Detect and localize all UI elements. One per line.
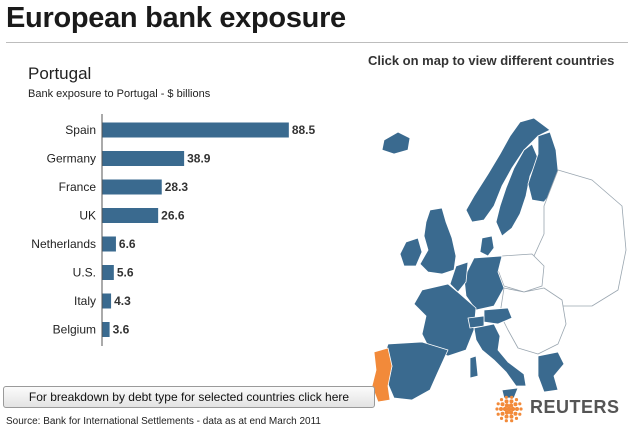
map-instructions: Click on map to view different countries	[368, 53, 615, 68]
bar	[102, 151, 185, 166]
logo-dot	[496, 412, 500, 416]
logo-dot	[504, 410, 510, 415]
map-country-norway[interactable]	[465, 117, 551, 223]
logo-dot	[510, 419, 514, 423]
category-label: France	[59, 180, 97, 194]
logo-dot	[499, 398, 504, 402]
source-note: Source: Bank for International Settlemen…	[6, 416, 321, 427]
map-country-sicily[interactable]	[501, 387, 519, 399]
logo-dot	[514, 398, 519, 402]
brand-name: REUTERS	[530, 397, 620, 417]
bar	[102, 179, 162, 195]
logo-dot	[504, 414, 509, 419]
logo-dot	[500, 402, 505, 407]
map-country-denmark[interactable]	[479, 235, 495, 257]
logo-dot	[508, 410, 514, 415]
map-country-germany[interactable]	[463, 255, 505, 311]
breakdown-button[interactable]: For breakdown by debt type for selected …	[3, 386, 375, 408]
map-country-benelux[interactable]	[449, 261, 469, 293]
bar-chart: Spain 88.5 Germany 38.9 France 28.3 UK 26.6 Neth…	[31, 114, 316, 346]
logo-dot	[500, 411, 505, 416]
logo-dot	[509, 414, 514, 419]
map-country-poland[interactable]	[497, 253, 545, 293]
bar	[102, 236, 116, 252]
bar-value-label: 88.5	[292, 123, 316, 137]
map-country-iceland[interactable]	[381, 131, 411, 155]
logo-dot	[499, 416, 504, 420]
bar	[102, 122, 289, 138]
logo-dot	[508, 403, 514, 408]
logo-dot	[502, 406, 508, 412]
logo-dot	[515, 407, 519, 411]
bar-value-label: 28.3	[165, 180, 189, 194]
logo-dot	[509, 399, 514, 404]
logo-dot	[504, 403, 510, 408]
title-divider	[6, 42, 628, 43]
logo-dot	[496, 402, 500, 406]
logo-dot	[518, 402, 522, 406]
map-country-france[interactable]	[413, 283, 477, 357]
map-country-greece[interactable]	[537, 351, 565, 393]
bar	[102, 293, 112, 309]
bar-value-label: 5.6	[117, 266, 134, 280]
category-label: Netherlands	[31, 237, 96, 251]
map-country-sardinia[interactable]	[469, 355, 479, 379]
logo-dot	[510, 406, 516, 412]
logo-dot	[499, 407, 503, 411]
logo-dot	[519, 407, 523, 411]
europe-map[interactable]	[262, 110, 632, 420]
map-country-finland[interactable]	[527, 131, 559, 203]
logo-dot	[504, 395, 508, 399]
logo-dot	[518, 412, 522, 416]
bar-value-label: 6.6	[119, 237, 136, 251]
map-country-spain[interactable]	[383, 341, 449, 401]
category-label: Germany	[47, 152, 96, 166]
bar	[102, 208, 159, 223]
logo-dot	[510, 395, 514, 399]
map-country-portugal[interactable]	[371, 347, 393, 403]
bar	[102, 322, 110, 337]
logo-dot	[495, 407, 499, 411]
logo-dot	[513, 402, 518, 407]
logo-dot	[513, 411, 518, 416]
page-title: European bank exposure	[6, 2, 346, 34]
category-label: Belgium	[53, 323, 96, 337]
category-label: UK	[79, 209, 96, 223]
map-region-central	[499, 287, 567, 355]
map-country-ireland[interactable]	[399, 237, 423, 267]
logo-dot	[514, 416, 519, 420]
logo-dot	[506, 406, 512, 412]
map-country-uk[interactable]	[419, 207, 457, 275]
logo-dot	[504, 419, 508, 423]
chart-title: Portugal	[28, 64, 92, 83]
bar	[102, 265, 114, 280]
category-label: Italy	[74, 294, 96, 308]
bar-value-label: 4.3	[114, 294, 131, 308]
bar-value-label: 26.6	[161, 209, 185, 223]
logo-dot	[504, 399, 509, 404]
reuters-logo-icon	[495, 395, 523, 423]
category-label: U.S.	[73, 266, 96, 280]
chart-subtitle: Bank exposure to Portugal - $ billions	[28, 88, 211, 100]
bar-value-label: 38.9	[187, 152, 211, 166]
map-country-italy[interactable]	[473, 323, 527, 387]
category-label: Spain	[65, 123, 96, 137]
bar-value-label: 3.6	[113, 323, 130, 337]
